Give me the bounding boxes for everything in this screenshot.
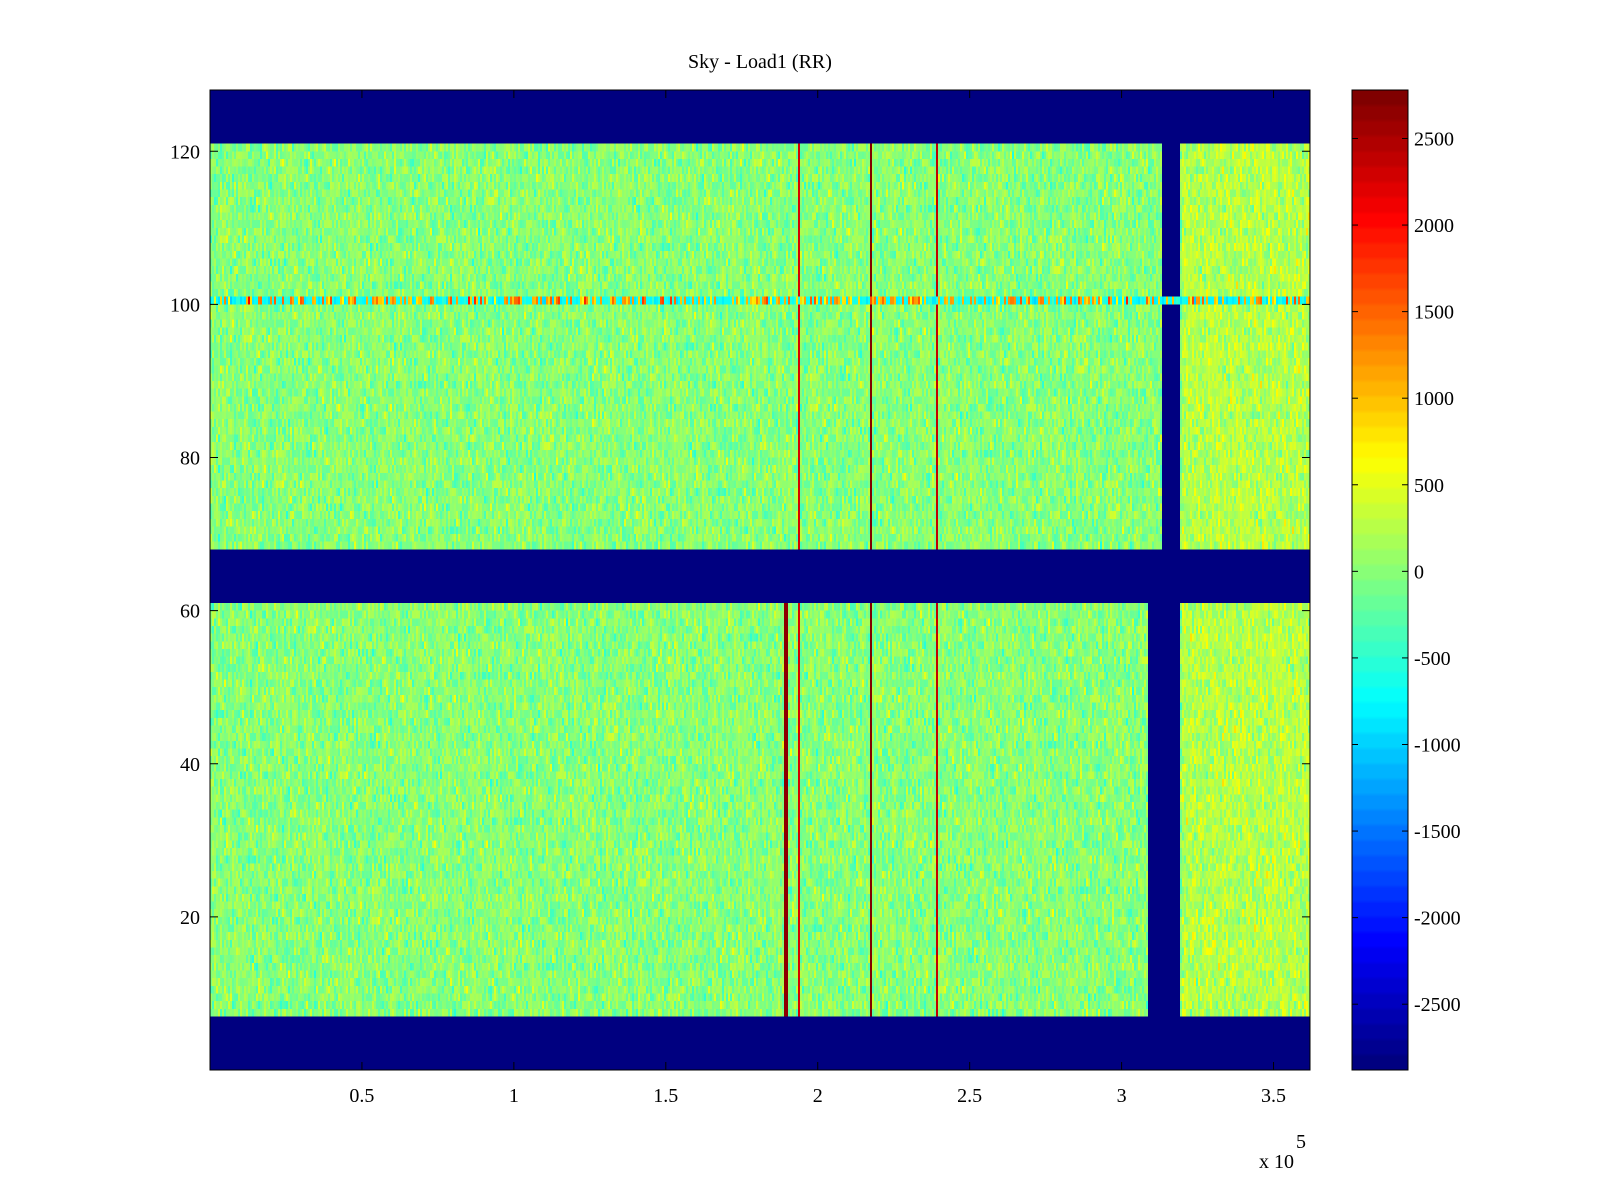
colorbar-tick-label: -2500	[1414, 994, 1461, 1016]
x-tick-label: 0.5	[349, 1085, 374, 1107]
colorbar-tick-label: 1500	[1414, 302, 1454, 324]
colorbar-tick-label: 2500	[1414, 128, 1454, 150]
colorbar-tick-label: 1000	[1414, 388, 1454, 410]
x-tick-label: 3	[1117, 1085, 1127, 1107]
x-tick-label: 3.5	[1261, 1085, 1286, 1107]
colorbar-tick-label: -1500	[1414, 821, 1461, 843]
colorbar-tick-label: 0	[1414, 561, 1424, 583]
colorbar-tick-label: 500	[1414, 475, 1444, 497]
x-tick-label: 2.5	[957, 1085, 982, 1107]
y-tick-label: 40	[180, 754, 200, 776]
x-tick-label: 1	[509, 1085, 519, 1107]
colorbar-tick-label: -500	[1414, 648, 1451, 670]
colorbar-tick-label: 2000	[1414, 215, 1454, 237]
y-axis: 20 40 60 80 100 120	[170, 141, 1310, 929]
y-tick-label: 100	[170, 294, 200, 316]
x-multiplier-label: x 10	[1259, 1151, 1294, 1173]
x-tick-label: 2	[813, 1085, 823, 1107]
y-tick-label: 20	[180, 907, 200, 929]
y-tick-label: 120	[170, 141, 200, 163]
chart-title: Sky - Load1 (RR)	[688, 51, 832, 73]
colorbar-tick-label: -2000	[1414, 908, 1461, 930]
x-tick-label: 1.5	[653, 1085, 678, 1107]
x-multiplier-exponent: 5	[1296, 1131, 1306, 1153]
heatmap-image	[210, 90, 1310, 1070]
colorbar-image	[1352, 90, 1408, 1070]
plot-frame	[209, 89, 1311, 1071]
colorbar-tick-label: -1000	[1414, 734, 1461, 756]
colorbar-axis: 2500 2000 1500 1000 500 0 -500 -1000 -1500 -2000 -…	[1352, 128, 1461, 1016]
y-tick-label: 60	[180, 601, 200, 623]
colorbar-frame	[1351, 89, 1409, 1071]
x-axis: 0.5 1 1.5 2 2.5 3 3.5	[349, 90, 1286, 1107]
y-tick-label: 80	[180, 448, 200, 470]
